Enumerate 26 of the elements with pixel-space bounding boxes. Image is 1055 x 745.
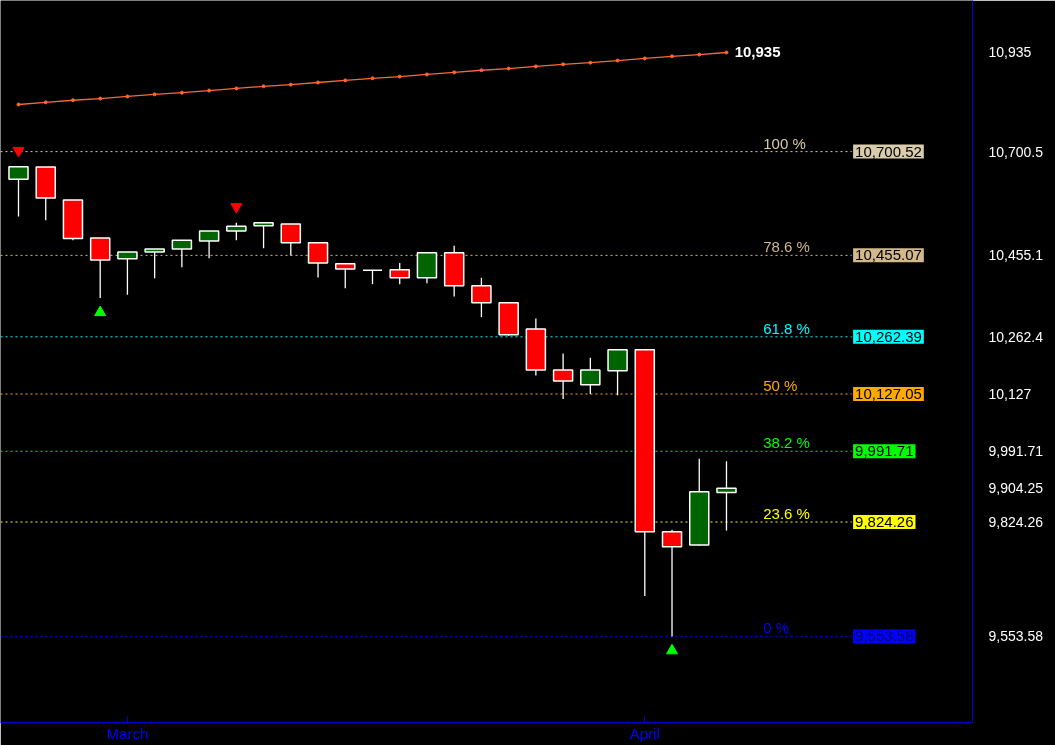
- y-tick-label: 10,262.4: [988, 328, 1044, 345]
- text: 61.8 %: [763, 319, 810, 337]
- y-tick-label: 9,904.25: [988, 480, 1044, 497]
- ref-line-label: 9,553.58: [855, 627, 914, 645]
- text: 0 %: [763, 619, 790, 637]
- x-tick-label: March: [106, 724, 149, 742]
- ref-line-label: 9,824.26: [855, 513, 914, 531]
- ref-line-label: 10,262.39: [855, 327, 922, 345]
- text: 100 %: [763, 134, 806, 152]
- text: 38.2 %: [763, 434, 810, 452]
- y-tick-label: 9,991.71: [988, 443, 1044, 460]
- y-tick-label: 9,553.58: [988, 628, 1044, 645]
- x-tick-label: April: [629, 724, 660, 742]
- y-tick-label: 10,127: [988, 386, 1032, 403]
- ref-line-label: 10,455.07: [855, 246, 922, 264]
- text: 50 %: [763, 377, 798, 395]
- ref-line-label: 9,991.71: [855, 442, 914, 460]
- text: 78.6 %: [763, 238, 810, 256]
- y-tick-label: 10,935: [988, 44, 1032, 61]
- ref-line-label: 10,127.05: [855, 385, 922, 403]
- y-tick-label: 10,700.5: [988, 143, 1044, 160]
- y-tick-label: 10,455.1: [988, 247, 1044, 264]
- ref-line-label: 10,700.52: [855, 142, 922, 160]
- y-tick-label: 9,824.26: [988, 514, 1044, 531]
- data-label: 10,935: [734, 43, 781, 61]
- text: 23.6 %: [763, 505, 810, 523]
